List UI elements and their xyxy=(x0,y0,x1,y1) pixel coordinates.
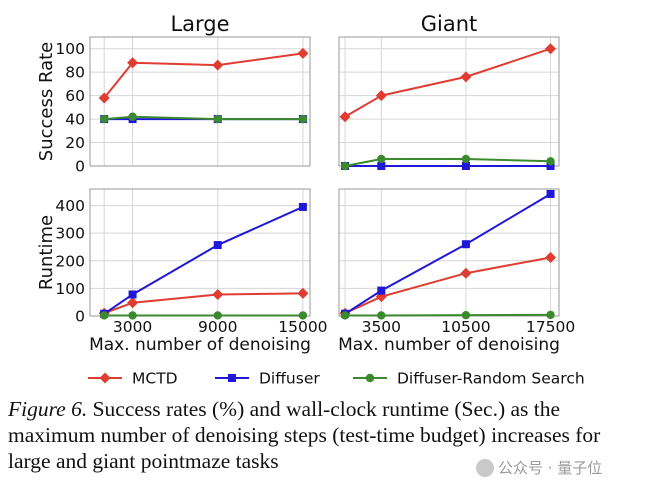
large-success-ytick-label: 20 xyxy=(65,134,85,152)
giant-runtime-diffuser-random-search-point xyxy=(546,310,555,320)
large-runtime-mctd-point xyxy=(212,288,224,300)
large-runtime-mctd-line xyxy=(103,292,303,315)
caption-lead: Figure 6. xyxy=(8,397,88,421)
large-success-ytick-label: 40 xyxy=(65,111,85,129)
large-success-diffuser-random-search-point xyxy=(213,114,222,124)
giant-success-mctd-point xyxy=(339,111,351,123)
giant-success-diffuser-point xyxy=(546,162,555,170)
giant-success-mctd-point xyxy=(545,43,557,55)
large-runtime-diffuser-point xyxy=(128,290,137,299)
large-runtime-diffuser-random-search-point xyxy=(128,311,137,320)
legend-diffuser-random-search-label: Diffuser-Random Search xyxy=(397,370,585,388)
giant-runtime-diffuser-point xyxy=(461,240,470,249)
giant-runtime-diffuser-random-search-point xyxy=(461,310,471,320)
giant-runtime-diffuser-point xyxy=(377,286,386,295)
giant-runtime-mctd-point xyxy=(460,267,472,279)
giant-runtime-diffuser-random-search-point xyxy=(340,311,350,320)
legend-diffuser-label: Diffuser xyxy=(259,370,320,388)
large-success-ylabel: Success Rate xyxy=(36,42,57,161)
large-runtime-xtick-label: 3000 xyxy=(113,318,152,336)
giant-runtime-xtick-label: 17500 xyxy=(526,318,575,336)
large-runtime-diffuser-line xyxy=(103,206,304,315)
large-runtime-ylabel: Runtime xyxy=(36,215,57,290)
giant-success-mctd-point xyxy=(460,71,472,83)
giant-success-diffuser-random-search-point xyxy=(546,157,555,166)
large-success-diffuser-random-search-point xyxy=(128,112,137,121)
large-success-diffuser-random-search-point xyxy=(298,114,308,124)
giant-success-diffuser-point xyxy=(377,162,386,170)
large-runtime-diffuser-random-search-point xyxy=(213,311,222,320)
giant-success-diffuser-random-search-line xyxy=(344,157,551,167)
large-success-diffuser-random-search-line xyxy=(104,115,303,121)
large-success-frame xyxy=(89,36,311,167)
large-success-ytick-label: 80 xyxy=(65,64,85,82)
watermark: 公众号 · 量子位 xyxy=(476,457,602,478)
legend-mctd-label: MCTD xyxy=(132,370,178,388)
large-runtime-mctd-point xyxy=(297,287,309,299)
giant-runtime-diffuser-line xyxy=(344,193,552,315)
large-runtime-ytick-label: 300 xyxy=(55,225,85,243)
large-runtime-ytick-label: 400 xyxy=(55,197,85,215)
large-runtime-diffuser-point xyxy=(213,241,222,250)
large-runtime-diffuser-point xyxy=(298,202,307,211)
giant-runtime-diffuser-random-search-point xyxy=(377,311,386,320)
giant-success-diffuser-random-search-point xyxy=(461,154,471,164)
caption-text: Success rates (%) and wall-clock runtime… xyxy=(8,397,601,473)
large-success-mctd-line xyxy=(103,52,304,99)
giant-runtime-xtick-label: 3500 xyxy=(362,318,401,336)
large-success-mctd-point xyxy=(297,47,309,59)
legend-diffuser-marker xyxy=(228,374,236,382)
watermark-logo-icon xyxy=(476,458,494,477)
figure-caption: Figure 6. Success rates (%) and wall-clo… xyxy=(8,396,648,474)
large-success-title: Large xyxy=(170,12,229,36)
large-success-ytick-label: 0 xyxy=(75,158,85,176)
large-runtime-xtick-label: 9000 xyxy=(198,318,237,336)
large-runtime-ytick-label: 100 xyxy=(55,280,85,298)
large-success-ytick-label: 100 xyxy=(55,40,85,58)
large-runtime-xtick-label: 15000 xyxy=(278,318,327,336)
giant-runtime-mctd-line xyxy=(344,256,551,315)
large-success-mctd-point xyxy=(98,92,110,104)
giant-runtime-xtick-label: 10500 xyxy=(441,318,490,336)
large-runtime-mctd-point xyxy=(127,297,139,309)
giant-runtime-xlabel: Max. number of denoising xyxy=(338,335,560,355)
giant-success-diffuser-random-search-point xyxy=(340,161,350,171)
large-runtime-ytick-label: 200 xyxy=(55,252,85,270)
large-runtime-diffuser-random-search-point xyxy=(298,311,308,320)
giant-success-mctd-line xyxy=(344,47,551,118)
giant-success-diffuser-random-search-point xyxy=(377,154,386,164)
giant-success-title: Giant xyxy=(421,12,478,36)
large-success-ytick-label: 60 xyxy=(65,87,85,105)
giant-success-diffuser-point xyxy=(461,162,470,170)
legend-mctd-marker xyxy=(99,372,111,384)
large-runtime-diffuser-random-search-point xyxy=(99,311,109,320)
large-runtime-ytick-label: 0 xyxy=(75,308,85,326)
large-success-mctd-point xyxy=(212,59,224,71)
giant-success-mctd-point xyxy=(375,90,387,102)
giant-runtime-diffuser-random-search-line xyxy=(345,313,551,317)
large-success-diffuser-random-search-point xyxy=(99,114,109,124)
giant-runtime-diffuser-point xyxy=(546,189,555,198)
legend-diffuser-random-search-marker xyxy=(365,373,375,383)
large-runtime-xlabel: Max. number of denoising xyxy=(89,335,311,355)
giant-runtime-mctd-point xyxy=(545,251,557,263)
watermark-text: 公众号 · 量子位 xyxy=(498,459,603,477)
large-success-mctd-point xyxy=(127,57,139,69)
